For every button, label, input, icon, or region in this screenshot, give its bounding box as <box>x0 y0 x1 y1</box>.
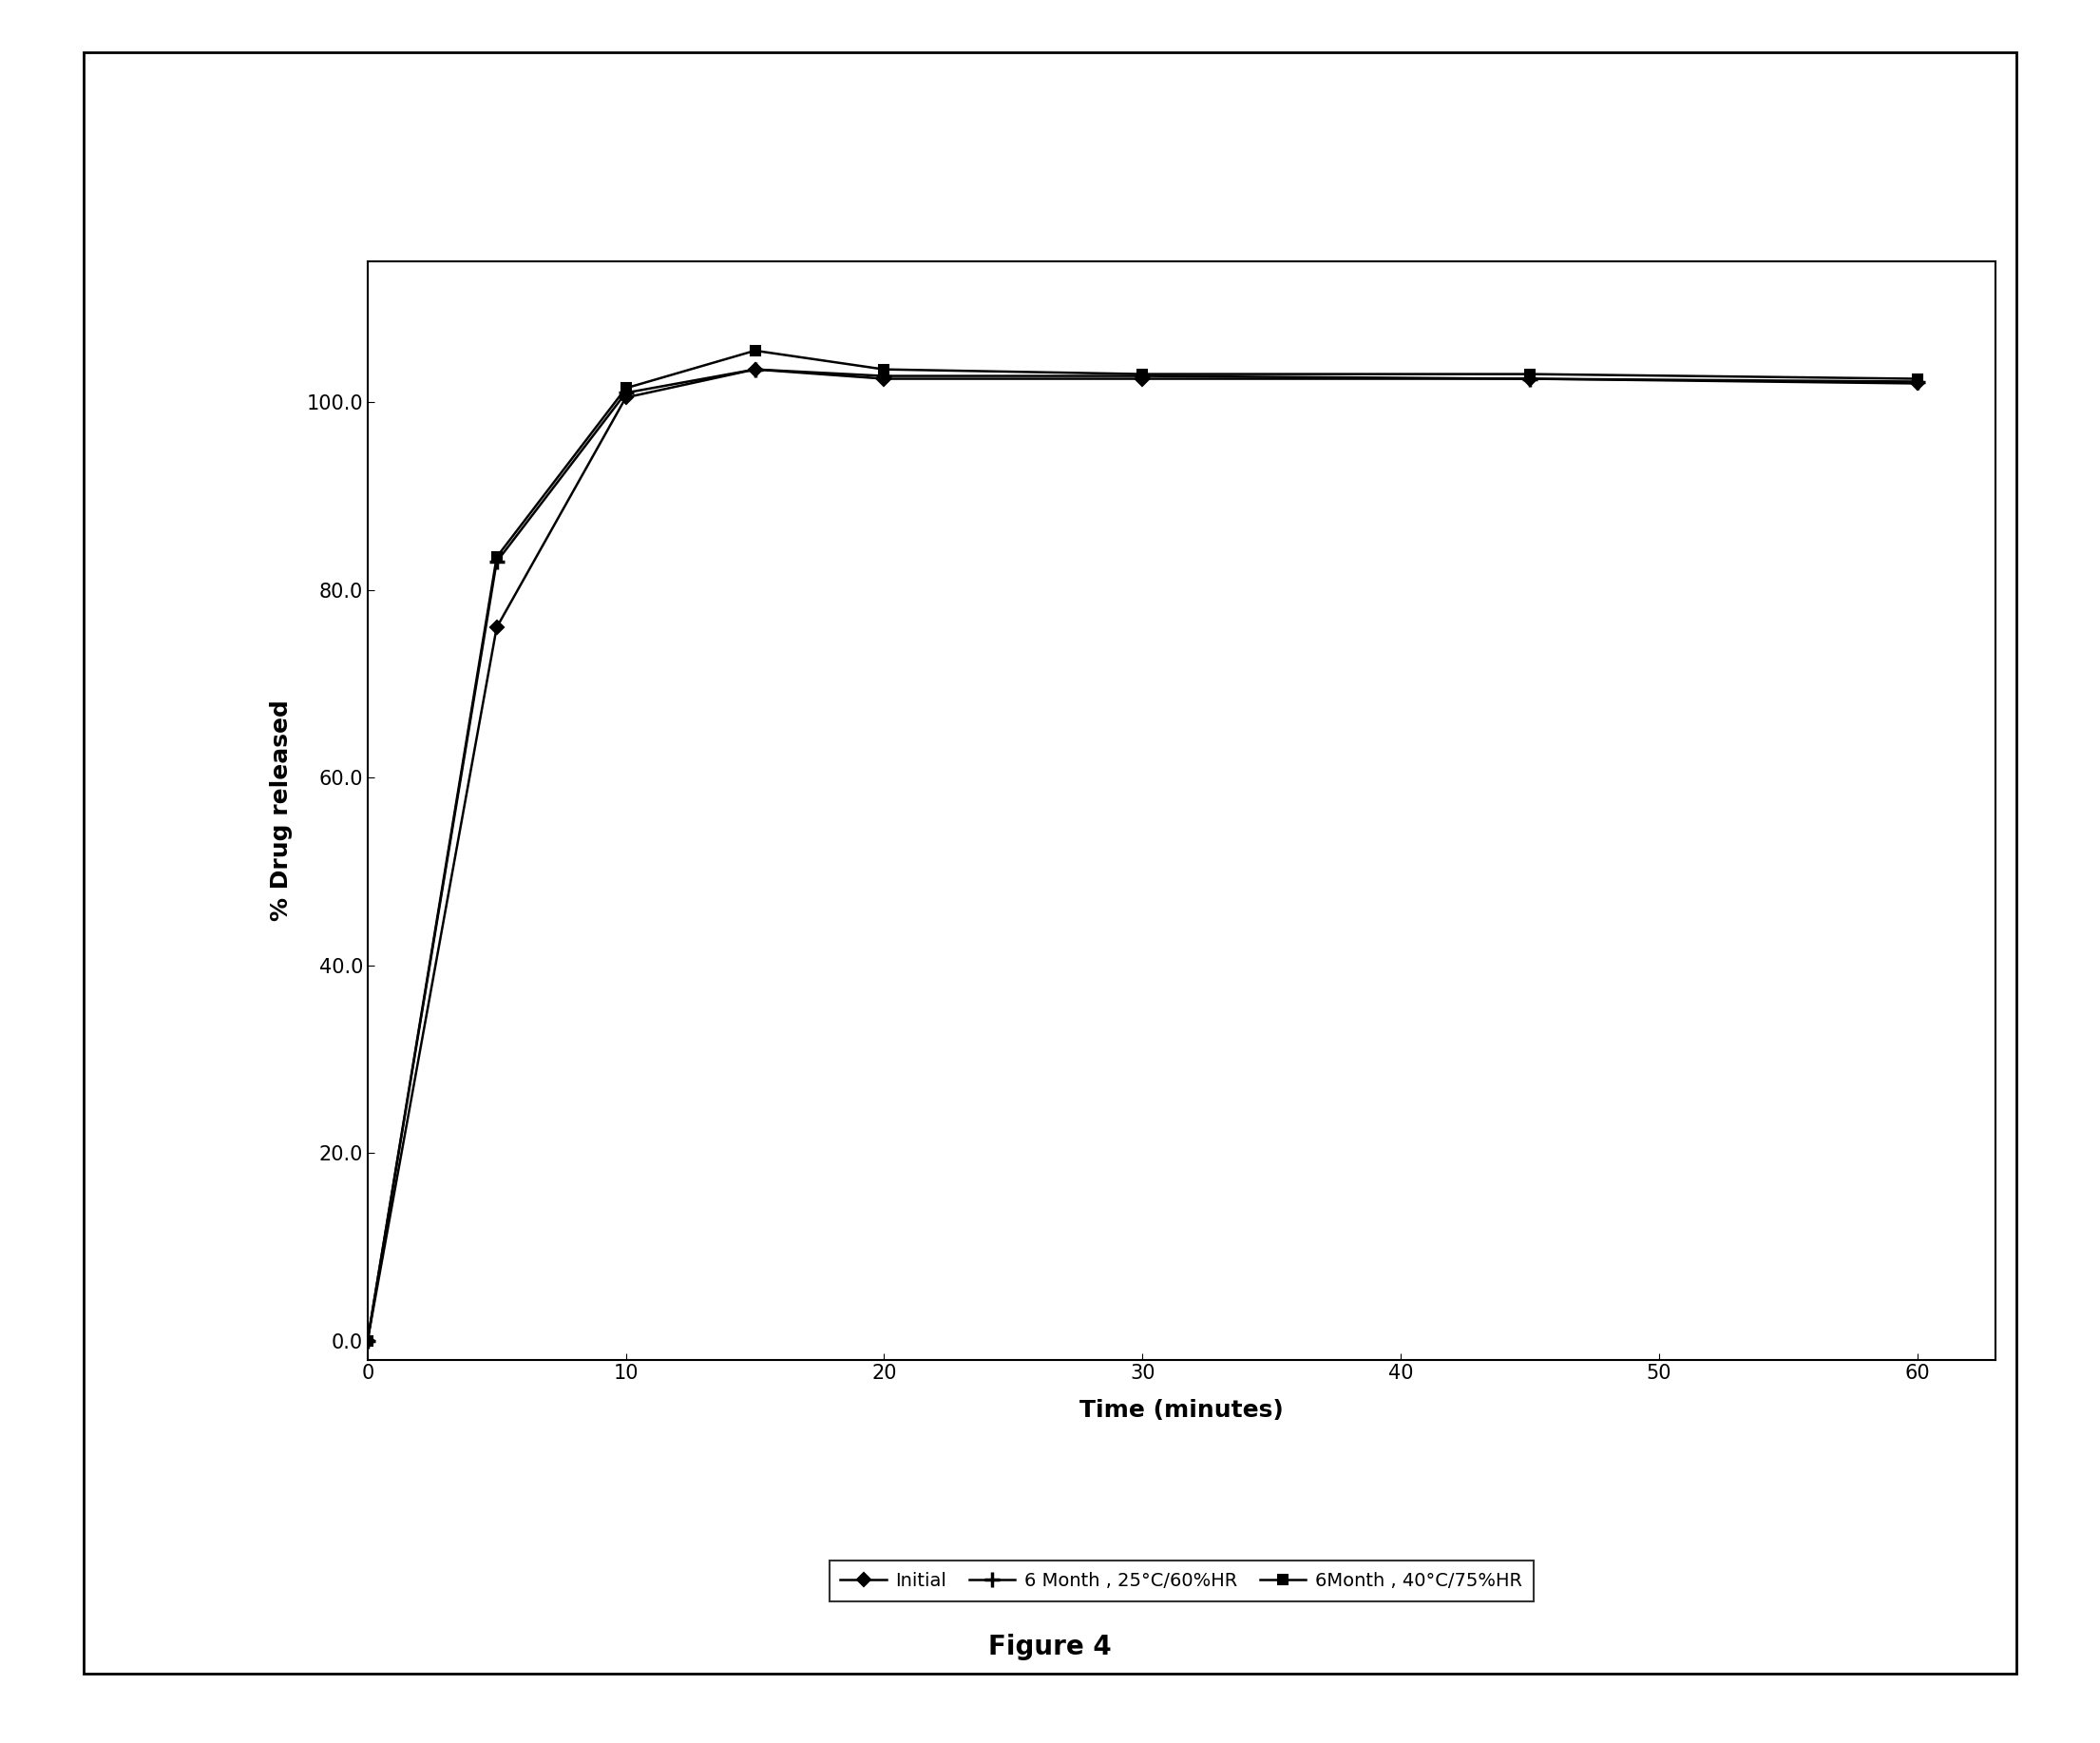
Initial <box>613 387 638 408</box>
6 Month , 25°C/60%HR <box>355 1330 380 1351</box>
6 Month , 25°C/60%HR <box>871 366 897 387</box>
Initial <box>871 368 897 389</box>
Initial <box>355 1330 380 1351</box>
Text: Figure 4: Figure 4 <box>989 1633 1111 1661</box>
6Month , 40°C/75%HR <box>1905 368 1930 389</box>
6Month , 40°C/75%HR <box>871 359 897 380</box>
6Month , 40°C/75%HR <box>1130 364 1155 385</box>
Initial <box>1130 368 1155 389</box>
6 Month , 25°C/60%HR <box>1905 371 1930 392</box>
Initial <box>1518 368 1543 389</box>
Initial <box>743 359 769 380</box>
6Month , 40°C/75%HR <box>485 547 510 568</box>
6 Month , 25°C/60%HR <box>613 382 638 403</box>
Y-axis label: % Drug released: % Drug released <box>271 701 294 920</box>
6Month , 40°C/75%HR <box>613 378 638 399</box>
X-axis label: Time (minutes): Time (minutes) <box>1079 1400 1283 1422</box>
Initial <box>1905 373 1930 394</box>
6 Month , 25°C/60%HR <box>743 359 769 380</box>
6 Month , 25°C/60%HR <box>1130 366 1155 387</box>
Line: Initial: Initial <box>363 364 1921 1346</box>
6Month , 40°C/75%HR <box>355 1330 380 1351</box>
6 Month , 25°C/60%HR <box>1518 368 1543 389</box>
Initial <box>485 617 510 638</box>
Legend: Initial, 6 Month , 25°C/60%HR, 6Month , 40°C/75%HR: Initial, 6 Month , 25°C/60%HR, 6Month , … <box>830 1562 1533 1602</box>
6Month , 40°C/75%HR <box>743 340 769 361</box>
Line: 6Month , 40°C/75%HR: 6Month , 40°C/75%HR <box>363 347 1921 1346</box>
6Month , 40°C/75%HR <box>1518 364 1543 385</box>
6 Month , 25°C/60%HR <box>485 551 510 572</box>
Line: 6 Month , 25°C/60%HR: 6 Month , 25°C/60%HR <box>359 361 1926 1349</box>
